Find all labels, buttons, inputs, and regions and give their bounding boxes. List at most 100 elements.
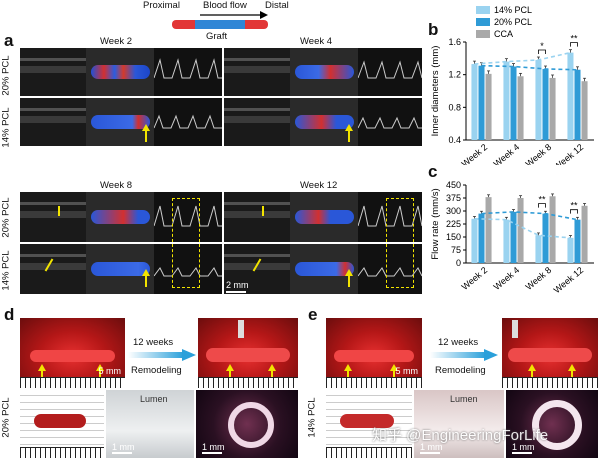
row-14pcl-e: 14% PCL — [306, 397, 318, 438]
us-w12-14-wave — [358, 244, 422, 294]
scale-small-e-2: 1 mm — [512, 442, 535, 452]
wall-marker-w8-20 — [58, 206, 60, 216]
us-w4-20-bmode — [224, 48, 290, 96]
us-w12-20-doppler — [290, 192, 358, 242]
photo-d-after — [198, 318, 298, 388]
arrow-e-remodeling: Remodeling — [435, 365, 486, 376]
marker-arrowhead-icon — [142, 269, 150, 276]
scale-small-d-1: 1 mm — [112, 442, 135, 452]
us-w8-14-bmode — [20, 244, 86, 294]
marker-arrow-icon — [348, 275, 350, 287]
week-4-label: Week 4 — [300, 36, 333, 47]
row-20pcl-d: 20% PCL — [0, 397, 12, 438]
photo-e-graft — [326, 390, 412, 458]
bar-0-2 — [535, 235, 542, 263]
legend-label-1: 20% PCL — [494, 17, 532, 27]
panel-c-label: c — [428, 162, 438, 181]
bar-2-1 — [517, 198, 524, 263]
bar-1-0 — [478, 213, 485, 263]
transition-arrow-d-icon — [128, 349, 196, 361]
us-w2-14-wave — [154, 98, 222, 146]
us-w4-14-doppler — [290, 98, 358, 146]
schematic-graft: Graft — [206, 31, 228, 42]
bar-2-1 — [517, 76, 524, 140]
photo-d-lumen: Lumen 1 mm — [106, 390, 194, 458]
marker-arrowhead-icon — [142, 124, 150, 131]
x-tick-label-3: Week 12 — [552, 265, 586, 295]
bar-2-3 — [581, 81, 588, 140]
y-tick-label-1: 75 — [451, 245, 461, 255]
bar-2-2 — [549, 196, 556, 263]
bar-0-3 — [567, 237, 574, 263]
photo-e-lumen: Lumen 1 mm — [414, 390, 504, 458]
legend-swatch-0 — [476, 6, 490, 14]
bar-2-2 — [549, 77, 556, 140]
bar-1-1 — [510, 66, 517, 140]
us-w2-14-doppler — [86, 98, 154, 146]
panel-b-label: b — [428, 20, 439, 39]
scale-small-d-2: 1 mm — [202, 442, 225, 452]
y-tick-label-3: 1.6 — [448, 37, 461, 47]
chart-c: 0 75 150 225 300 375 450 Flow rate (mm/s) Week 2… — [430, 180, 594, 295]
bar-1-3 — [574, 69, 581, 140]
highlight-box-w8 — [172, 198, 200, 288]
legend-label-2: CCA — [494, 29, 513, 39]
sig-bracket-0 — [538, 203, 546, 208]
bar-1-3 — [574, 219, 581, 263]
highlight-box-w12 — [386, 198, 414, 288]
us-w8-20-bmode — [20, 192, 86, 242]
y-tick-label-3: 225 — [446, 219, 461, 229]
lumen-label-e: Lumen — [450, 394, 478, 404]
x-tick-label-3: Week 12 — [552, 142, 586, 165]
us-w4-14-bmode — [224, 98, 290, 146]
row-20pcl-bottom: 20% PCL — [0, 197, 12, 238]
us-w4-14-wave — [358, 98, 422, 146]
wall-marker-w12-20 — [262, 206, 264, 216]
y-tick-label-4: 300 — [446, 206, 461, 216]
us-w2-20-bmode — [20, 48, 86, 96]
us-w4-20-wave — [358, 48, 422, 96]
y-tick-label-2: 150 — [446, 232, 461, 242]
panel-a-label: a — [4, 31, 14, 50]
sig-star-0: ** — [538, 195, 546, 205]
x-tick-label-1: Week 4 — [492, 142, 522, 165]
x-tick-label-2: Week 8 — [524, 265, 554, 292]
y-tick-label-5: 375 — [446, 193, 461, 203]
schematic-graft-tube — [172, 20, 268, 29]
x-tick-label-2: Week 8 — [524, 142, 554, 165]
photo-d-graft — [20, 390, 104, 458]
photo-e-after — [502, 318, 598, 388]
y-tick-label-0: 0.4 — [448, 135, 461, 145]
legend-label-0: 14% PCL — [494, 5, 532, 15]
sig-bracket-0 — [538, 49, 546, 54]
photo-e-cross-section: 1 mm — [506, 390, 598, 458]
trend-line-0 — [474, 218, 571, 239]
trend-line-0 — [474, 51, 571, 65]
bar-2-3 — [581, 205, 588, 263]
us-w2-20-doppler — [86, 48, 154, 96]
week-8-label: Week 8 — [100, 180, 133, 191]
marker-arrow-icon — [145, 130, 147, 142]
bar-0-2 — [535, 59, 542, 140]
sig-bracket-1 — [570, 42, 578, 47]
us-w12-20-bmode — [224, 192, 290, 242]
legend-swatch-1 — [476, 18, 490, 26]
flow-arrow-icon — [200, 11, 268, 19]
bar-0-1 — [503, 219, 510, 263]
sig-star-1: ** — [570, 201, 578, 211]
panel-e-label: e — [308, 305, 318, 324]
scale-label-a: 2 mm — [226, 280, 249, 290]
y-axis-label: Flow rate (mm/s) — [430, 188, 441, 259]
x-tick-label-1: Week 4 — [492, 265, 522, 292]
sig-star-0: * — [540, 41, 544, 51]
us-w12-20-wave — [358, 192, 422, 242]
scale-label-e: 5 mm — [395, 366, 419, 376]
us-w8-20-wave — [154, 192, 222, 242]
bar-2-0 — [485, 73, 492, 140]
y-tick-label-1: 0.8 — [448, 102, 461, 112]
bar-0-0 — [471, 218, 478, 263]
marker-arrow-icon — [348, 130, 350, 142]
arrow-e-weeks: 12 weeks — [438, 337, 479, 348]
scale-label-d: 5 mm — [98, 366, 122, 376]
